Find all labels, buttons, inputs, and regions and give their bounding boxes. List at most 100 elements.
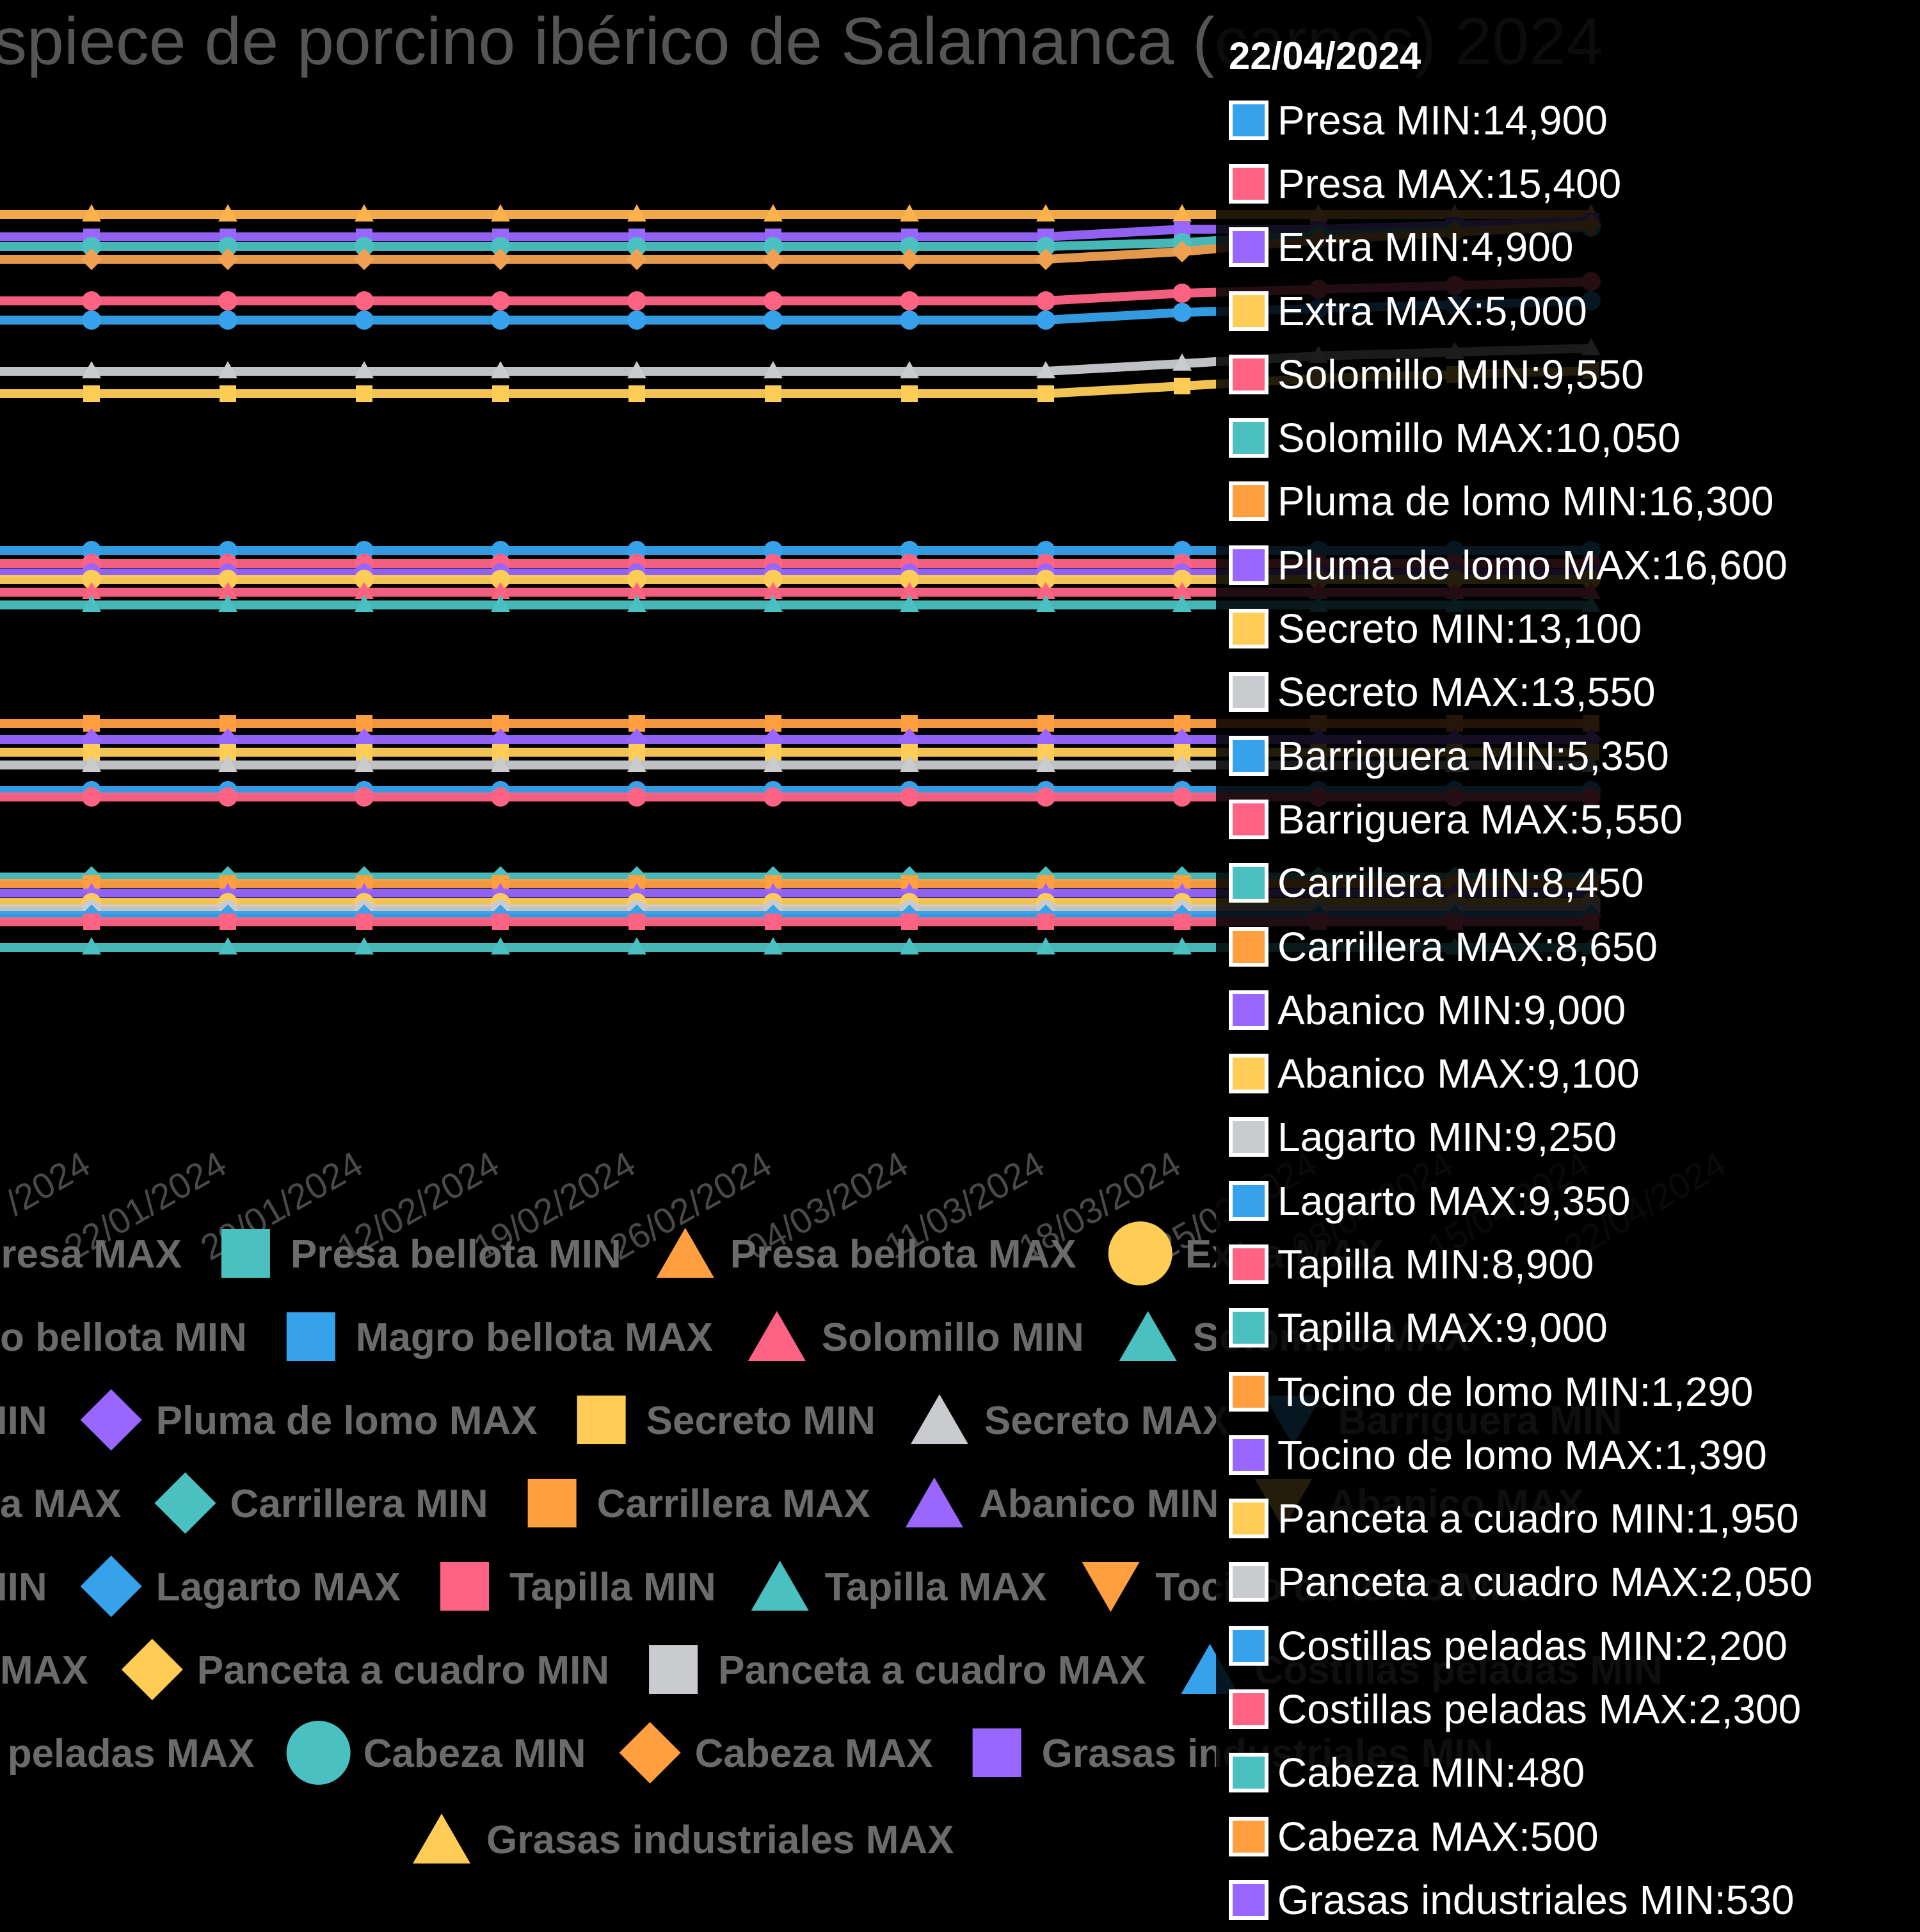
data-point[interactable]: [218, 237, 237, 256]
data-point[interactable]: [1171, 241, 1193, 262]
legend-item-tapilla-min[interactable]: Tapilla MIN: [440, 1562, 716, 1611]
data-point[interactable]: [1036, 237, 1055, 256]
data-point[interactable]: [1036, 291, 1055, 310]
data-point[interactable]: [82, 582, 101, 599]
data-point[interactable]: [83, 385, 100, 402]
data-point[interactable]: [218, 755, 237, 772]
data-point[interactable]: [626, 248, 648, 270]
data-point[interactable]: [627, 291, 646, 310]
data-point[interactable]: [355, 582, 374, 599]
data-point[interactable]: [900, 595, 919, 612]
data-point[interactable]: [220, 385, 236, 402]
data-point[interactable]: [218, 570, 237, 589]
legend-item-lagarto-max[interactable]: Lagarto MAX: [80, 1556, 401, 1617]
data-point[interactable]: [355, 291, 374, 310]
data-point[interactable]: [81, 248, 102, 270]
legend-item-carrillera-min[interactable]: Carrillera MIN: [154, 1472, 488, 1534]
data-point[interactable]: [627, 310, 646, 330]
data-point[interactable]: [627, 237, 646, 256]
data-point[interactable]: [764, 361, 783, 378]
data-point[interactable]: [1036, 204, 1055, 221]
data-point[interactable]: [355, 595, 374, 612]
legend-item-cabeza-max[interactable]: Cabeza MAX: [619, 1722, 933, 1783]
data-point[interactable]: [764, 582, 783, 599]
legend-item-presa-max[interactable]: Presa MAX: [0, 1232, 182, 1276]
data-point[interactable]: [900, 361, 919, 378]
data-point[interactable]: [491, 937, 510, 954]
legend-item-min[interactable]: MIN: [0, 1565, 47, 1609]
legend-item-solomillo-min[interactable]: Solomillo MIN: [748, 1311, 1084, 1361]
data-point[interactable]: [218, 787, 237, 807]
data-point[interactable]: [491, 755, 510, 772]
data-point[interactable]: [218, 595, 237, 612]
data-point[interactable]: [82, 237, 101, 256]
data-point[interactable]: [491, 582, 510, 599]
data-point[interactable]: [218, 582, 237, 599]
data-point[interactable]: [491, 595, 510, 612]
legend-item-cabeza-min[interactable]: Cabeza MIN: [286, 1721, 586, 1785]
data-point[interactable]: [1036, 361, 1055, 378]
data-point[interactable]: [356, 385, 372, 402]
data-point[interactable]: [1174, 378, 1190, 394]
data-point[interactable]: [1172, 937, 1192, 954]
legend-item-s-peladas-max[interactable]: s peladas MAX: [0, 1732, 255, 1776]
data-point[interactable]: [1172, 582, 1192, 599]
data-point[interactable]: [900, 570, 919, 589]
data-point[interactable]: [491, 291, 510, 310]
data-point[interactable]: [82, 570, 101, 589]
data-point[interactable]: [1036, 595, 1055, 612]
legend-item-presa-bellota-max[interactable]: Presa bellota MAX: [656, 1228, 1076, 1278]
data-point[interactable]: [355, 937, 374, 954]
data-point[interactable]: [901, 385, 918, 402]
legend-item-min[interactable]: MIN: [0, 1399, 47, 1443]
data-point[interactable]: [900, 787, 919, 807]
legend-item-carrillera-max[interactable]: Carrillera MAX: [527, 1479, 870, 1527]
data-point[interactable]: [627, 755, 646, 772]
data-point[interactable]: [764, 237, 783, 256]
data-point[interactable]: [355, 237, 374, 256]
data-point[interactable]: [765, 914, 781, 930]
data-point[interactable]: [900, 291, 919, 310]
data-point[interactable]: [218, 361, 237, 378]
data-point[interactable]: [82, 787, 101, 807]
data-point[interactable]: [220, 914, 236, 930]
data-point[interactable]: [355, 755, 374, 772]
data-point[interactable]: [490, 248, 511, 270]
data-point[interactable]: [627, 787, 646, 807]
legend-item-panceta-a-cuadro-max[interactable]: Panceta a cuadro MAX: [649, 1645, 1146, 1694]
data-point[interactable]: [218, 310, 237, 330]
data-point[interactable]: [627, 361, 646, 378]
data-point[interactable]: [491, 361, 510, 378]
data-point[interactable]: [1036, 937, 1055, 954]
legend-item-grasas-industriales-max[interactable]: Grasas industriales MAX: [413, 1814, 954, 1864]
data-point[interactable]: [491, 204, 510, 221]
data-point[interactable]: [1036, 787, 1055, 807]
data-point[interactable]: [1036, 570, 1055, 589]
data-point[interactable]: [1035, 248, 1057, 270]
data-point[interactable]: [1172, 595, 1192, 612]
data-point[interactable]: [491, 787, 510, 807]
data-point[interactable]: [764, 787, 783, 807]
data-point[interactable]: [764, 310, 783, 330]
data-point[interactable]: [900, 582, 919, 599]
data-point[interactable]: [82, 361, 101, 378]
data-point[interactable]: [1172, 570, 1192, 589]
legend-item-secreto-max[interactable]: Secreto MAX: [910, 1394, 1229, 1444]
data-point[interactable]: [491, 237, 510, 256]
data-point[interactable]: [1172, 303, 1192, 322]
data-point[interactable]: [764, 570, 783, 589]
data-point[interactable]: [355, 787, 374, 807]
data-point[interactable]: [356, 914, 372, 930]
data-point[interactable]: [764, 204, 783, 221]
data-point[interactable]: [1172, 284, 1192, 303]
legend-item-abanico-min[interactable]: Abanico MIN: [905, 1477, 1219, 1527]
data-point[interactable]: [900, 755, 919, 772]
data-point[interactable]: [217, 248, 239, 270]
data-point[interactable]: [1172, 787, 1192, 807]
data-point[interactable]: [1036, 582, 1055, 599]
legend-item-o-bellota-min[interactable]: o bellota MIN: [0, 1316, 247, 1360]
data-point[interactable]: [764, 291, 783, 310]
data-point[interactable]: [1172, 204, 1192, 221]
data-point[interactable]: [627, 204, 646, 221]
legend-item-presa-bellota-min[interactable]: Presa bellota MIN: [221, 1229, 621, 1278]
